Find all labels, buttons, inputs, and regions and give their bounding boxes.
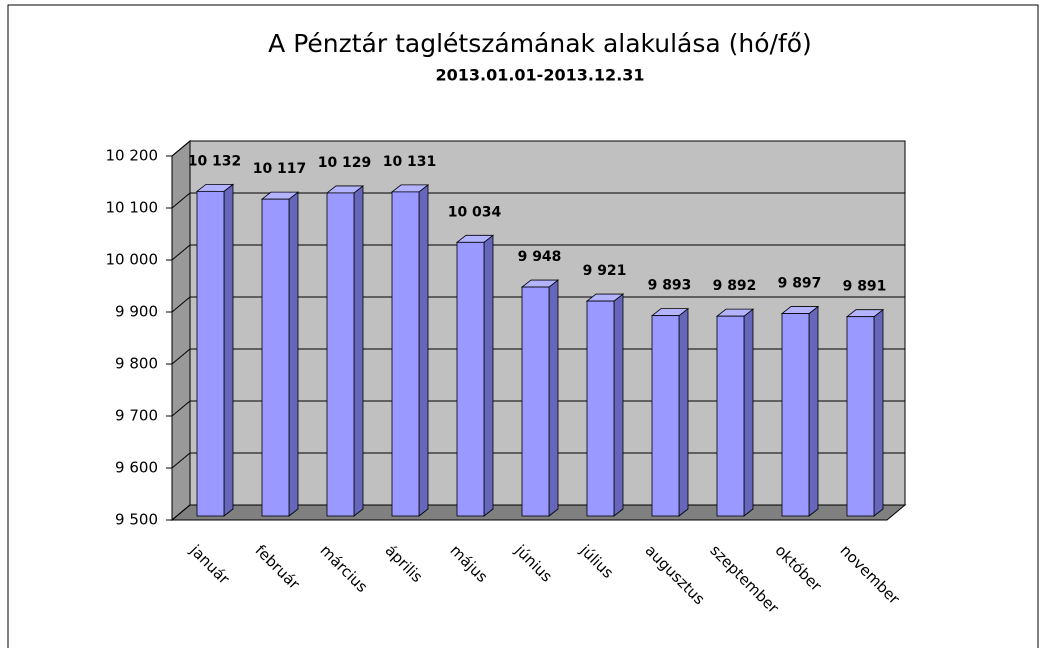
y-tick-label: 10 100 [106, 199, 159, 217]
grid-line [171, 504, 191, 521]
bar-side [613, 293, 624, 517]
y-tick-label: 9 900 [115, 303, 158, 321]
data-label: 9 891 [843, 279, 887, 295]
data-label: 9 893 [648, 278, 692, 294]
data-label: 9 921 [583, 263, 627, 279]
grid-line [171, 348, 191, 365]
y-tick-label: 9 800 [115, 355, 158, 373]
y-tick-label: 10 000 [106, 251, 159, 269]
data-label: 10 131 [383, 154, 437, 170]
bar-side [743, 308, 754, 517]
bar [456, 241, 485, 517]
data-label: 9 948 [518, 249, 562, 265]
bar [651, 315, 680, 517]
bar [261, 198, 290, 517]
bar [326, 192, 355, 517]
data-label: 10 129 [318, 155, 372, 171]
bar-side [223, 183, 234, 517]
bar [846, 316, 875, 517]
grid-line [171, 244, 191, 261]
bar [716, 315, 745, 517]
bar [586, 300, 615, 517]
data-label: 9 897 [778, 276, 822, 292]
y-tick-label: 9 600 [115, 459, 158, 477]
bar-side [678, 307, 689, 517]
bar-side [808, 305, 819, 517]
y-tick-label: 10 200 [106, 147, 159, 165]
data-label: 10 132 [188, 153, 242, 169]
grid-line [171, 452, 191, 469]
bar [521, 286, 550, 517]
grid-line [171, 296, 191, 313]
grid-line [171, 192, 191, 209]
bar-side [548, 279, 559, 517]
bar-side [418, 184, 429, 517]
y-tick-label: 9 500 [115, 511, 158, 529]
chart-subtitle: 2013.01.01-2013.12.31 [435, 66, 644, 85]
data-label: 10 034 [448, 204, 502, 220]
grid-line [171, 400, 191, 417]
chart-title: A Pénztár taglétszámának alakulása (hó/f… [268, 29, 812, 58]
bar-side [873, 308, 884, 517]
y-tick-label: 9 700 [115, 407, 158, 425]
bar [391, 191, 420, 517]
data-label: 9 892 [713, 278, 757, 294]
bar [781, 313, 810, 517]
bar-side [288, 191, 299, 517]
bar-side [483, 234, 494, 517]
grid-line [171, 140, 191, 157]
data-label: 10 117 [253, 161, 307, 177]
bar-side [353, 185, 364, 517]
side-wall [171, 139, 191, 522]
bar [196, 190, 225, 517]
